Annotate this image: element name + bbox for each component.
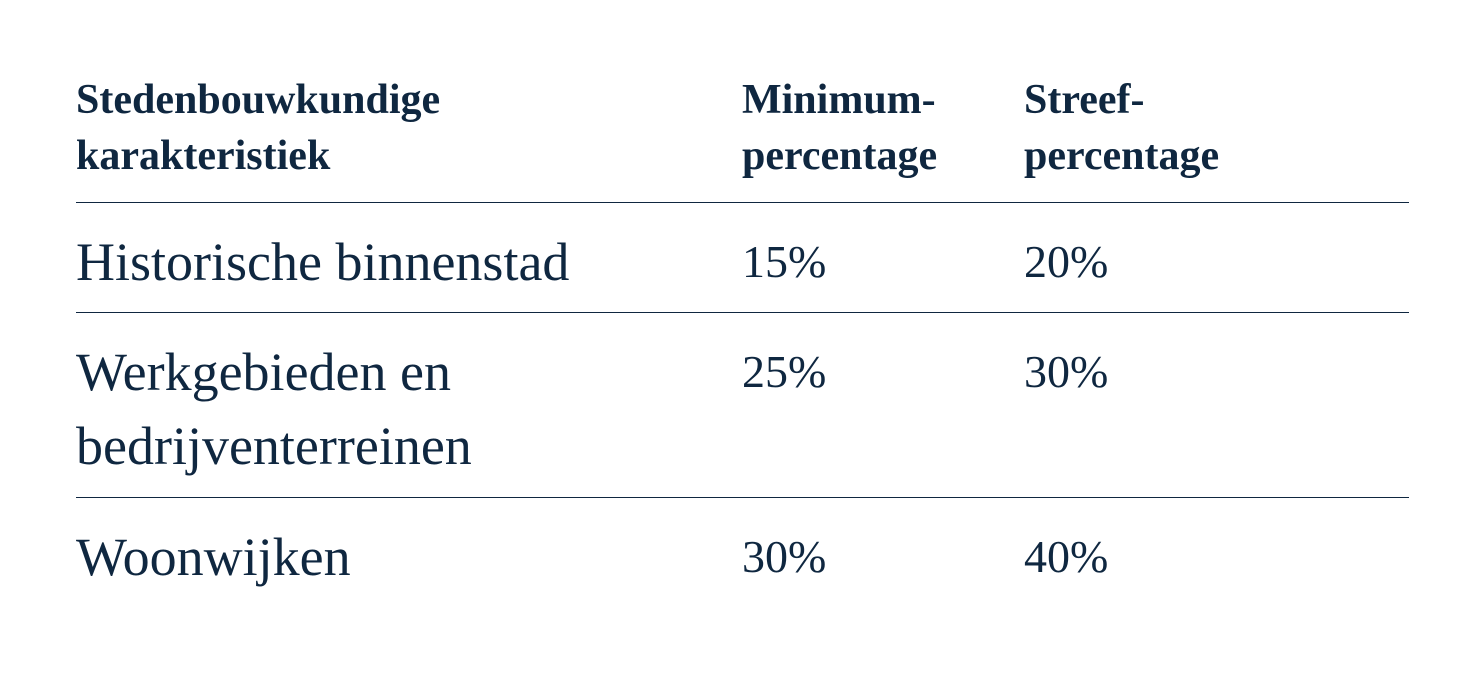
cell-minimum: 25% (742, 346, 827, 397)
table-header-row: Stedenbouwkundige karakteristiek Minimum… (76, 72, 1409, 203)
percentage-table: Stedenbouwkundige karakteristiek Minimum… (76, 72, 1409, 618)
header-karakteristiek: Stedenbouwkundige karakteristiek (76, 77, 441, 179)
cell-minimum: 15% (742, 236, 827, 287)
cell-streef: 20% (1024, 236, 1109, 287)
header-streef-percentage: Streef- percentage (1024, 77, 1220, 179)
cell-minimum: 30% (742, 531, 827, 582)
table-row: Woonwijken 30% 40% (76, 498, 1409, 618)
cell-streef: 40% (1024, 531, 1109, 582)
cell-karakteristiek: Werkgebieden en bedrijventerreinen (76, 342, 472, 476)
cell-streef: 30% (1024, 346, 1109, 397)
cell-karakteristiek: Woonwijken (76, 527, 351, 587)
header-minimum-percentage: Minimum- percentage (742, 77, 938, 179)
cell-karakteristiek: Historische binnenstad (76, 232, 570, 292)
table-row: Historische binnenstad 15% 20% (76, 203, 1409, 313)
table-row: Werkgebieden en bedrijventerreinen 25% 3… (76, 313, 1409, 498)
